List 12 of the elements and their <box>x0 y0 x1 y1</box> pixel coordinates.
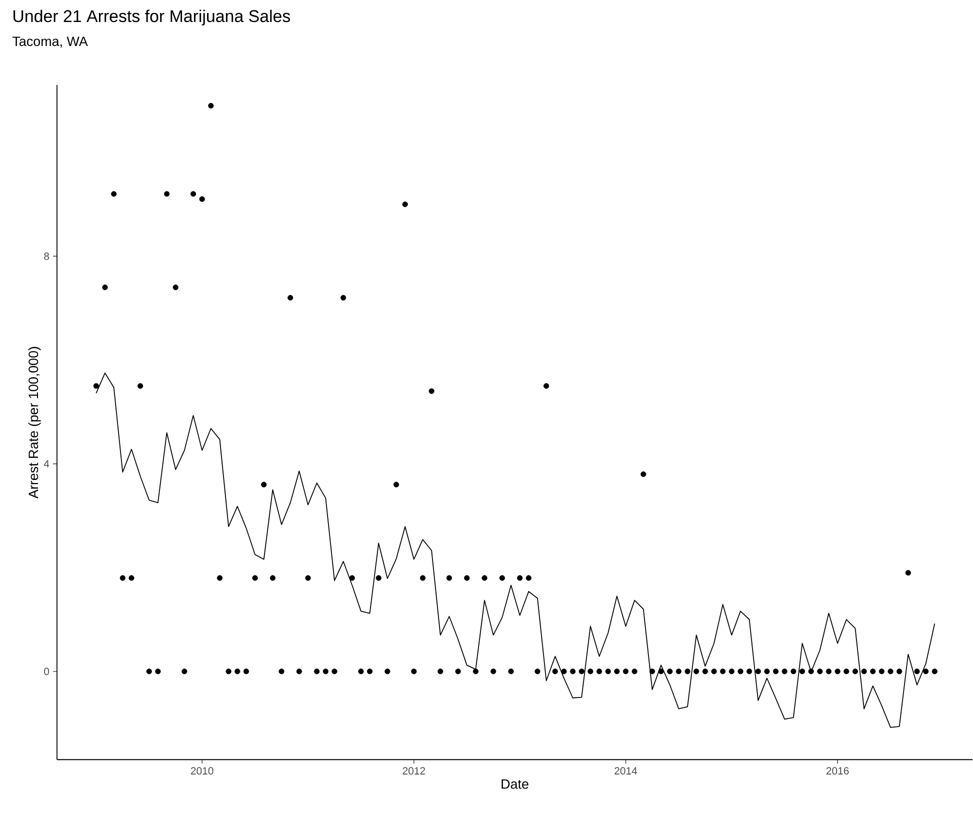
chart-title: Under 21 Arrests for Marijuana Sales <box>14 10 290 26</box>
y-tick-label: 8 <box>44 252 49 260</box>
y-axis-title: Arrest Rate (per 100,000) <box>28 347 41 499</box>
chart-subtitle: Tacoma, WA <box>12 36 88 48</box>
x-tick-label: 2014 <box>614 767 638 775</box>
y-tick-label: 4 <box>44 460 50 468</box>
y-tick-label: 0 <box>44 668 50 676</box>
x-axis-title: Date <box>502 780 528 789</box>
x-tick-label: 2016 <box>826 767 849 775</box>
x-tick-label: 2012 <box>402 767 425 775</box>
x-tick-label: 2010 <box>190 767 214 775</box>
line-series <box>96 372 936 728</box>
